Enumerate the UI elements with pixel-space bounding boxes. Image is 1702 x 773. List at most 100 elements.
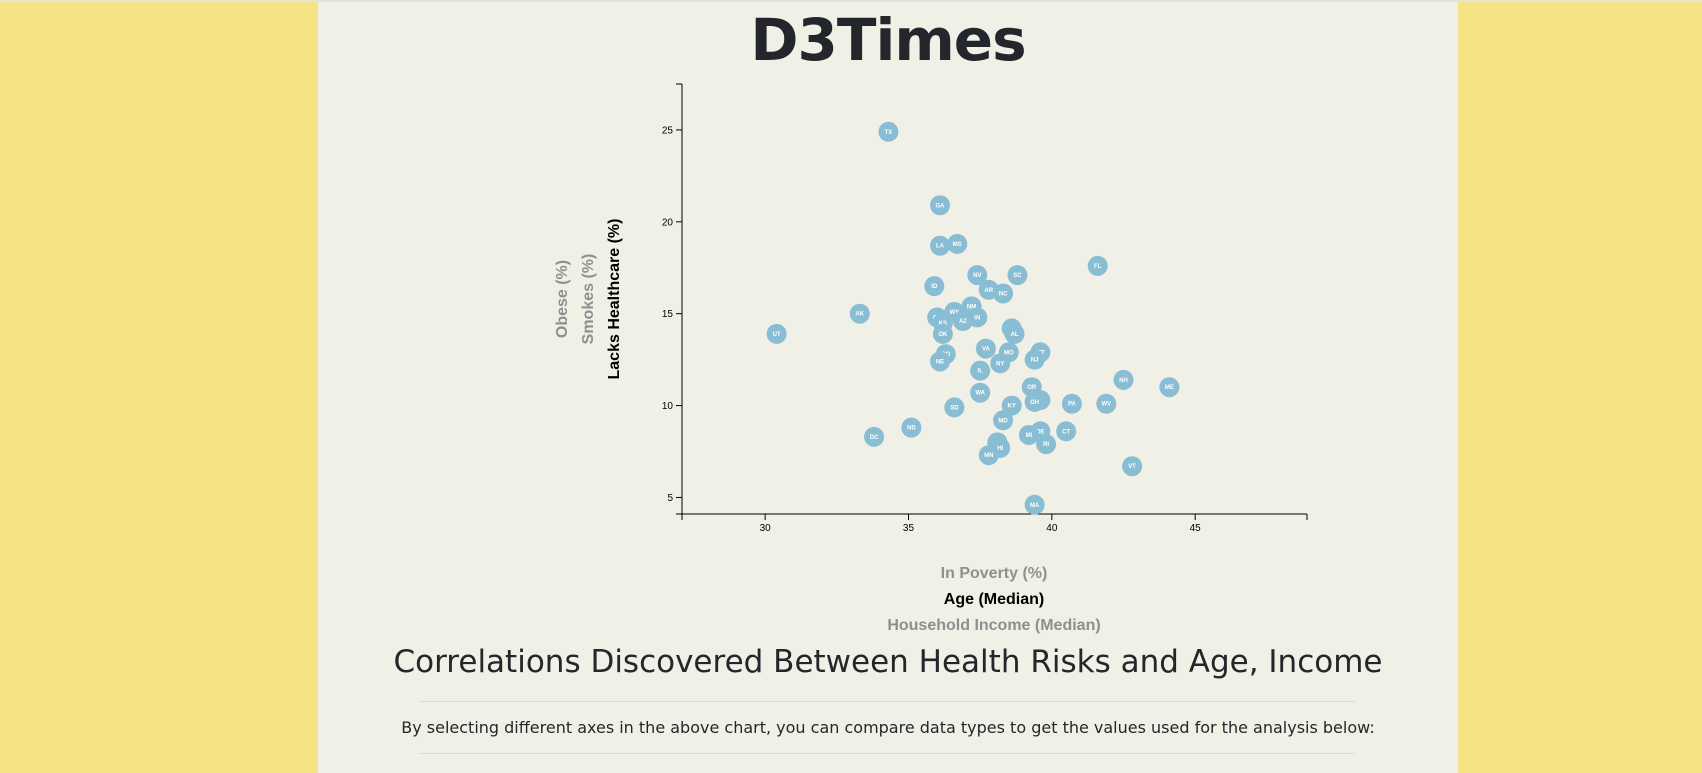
state-circle[interactable]: [1024, 391, 1045, 412]
state-circle[interactable]: [878, 121, 899, 142]
state-circle[interactable]: [1001, 395, 1022, 416]
state-circle[interactable]: [952, 311, 973, 332]
state-marker-dc[interactable]: DC: [864, 426, 885, 447]
state-label: KY: [1008, 404, 1016, 410]
state-circle[interactable]: [930, 195, 951, 216]
y-axis-label-obese[interactable]: Obese (%): [554, 260, 571, 338]
state-marker-ne[interactable]: NE: [930, 351, 951, 372]
state-circle[interactable]: [1087, 255, 1108, 276]
state-marker-ny[interactable]: NY: [990, 353, 1011, 374]
state-circle[interactable]: [1004, 323, 1025, 344]
state-circle[interactable]: [1096, 393, 1117, 414]
state-circle[interactable]: [1159, 377, 1180, 398]
y-axis-label-smokes[interactable]: Smokes (%): [580, 254, 597, 345]
state-label: RI: [1043, 442, 1049, 448]
state-marker-me[interactable]: ME: [1159, 377, 1180, 398]
state-label: LA: [936, 244, 945, 250]
state-label: NH: [1119, 378, 1128, 384]
state-marker-id[interactable]: ID: [924, 276, 945, 297]
scatter-chart: 30 35 40 45 5 10 15 20 25 TX GA LA MS FL NV SC ID AR NC N…: [554, 83, 1308, 634]
x-axis-label-poverty[interactable]: In Poverty (%): [941, 565, 1048, 582]
state-label: ID: [931, 284, 938, 290]
state-marker-sd[interactable]: SD: [944, 397, 965, 418]
state-circle[interactable]: [849, 303, 870, 324]
state-marker-ok[interactable]: OK: [932, 323, 953, 344]
state-marker-ri[interactable]: RI: [1036, 434, 1057, 455]
y-axis-label-healthcare[interactable]: Lacks Healthcare (%): [606, 219, 623, 380]
state-marker-nd[interactable]: ND: [901, 417, 922, 438]
state-label: KS: [939, 321, 947, 327]
state-marker-ct[interactable]: CT: [1056, 421, 1077, 442]
state-circle[interactable]: [947, 233, 968, 254]
state-marker-oh[interactable]: OH: [1024, 391, 1045, 412]
y-axis-labels: Obese (%) Smokes (%) Lacks Healthcare (%…: [554, 219, 623, 380]
state-circle[interactable]: [1007, 265, 1028, 286]
y-tick-label: 5: [667, 493, 673, 504]
state-circle[interactable]: [1024, 494, 1045, 515]
state-marker-nh[interactable]: NH: [1113, 369, 1134, 390]
state-marker-ms[interactable]: MS: [947, 233, 968, 254]
state-marker-mn[interactable]: MN: [978, 445, 999, 466]
state-marker-wv[interactable]: WV: [1096, 393, 1117, 414]
state-circle[interactable]: [864, 426, 885, 447]
analysis-intro: By selecting different axes in the above…: [401, 718, 1375, 737]
state-circle[interactable]: [932, 323, 953, 344]
state-label: NV: [973, 273, 981, 279]
state-circle[interactable]: [901, 417, 922, 438]
state-marker-az[interactable]: AZ: [952, 311, 973, 332]
state-circle[interactable]: [1036, 434, 1057, 455]
state-circle[interactable]: [970, 360, 991, 381]
state-marker-vt[interactable]: VT: [1122, 456, 1143, 477]
state-marker-ma[interactable]: MA: [1024, 494, 1045, 515]
state-marker-ak[interactable]: AK: [849, 303, 870, 324]
state-circle[interactable]: [1122, 456, 1143, 477]
state-label: NY: [996, 361, 1004, 367]
state-marker-wa[interactable]: WA: [970, 382, 991, 403]
state-circle[interactable]: [970, 382, 991, 403]
state-circle[interactable]: [1061, 393, 1082, 414]
state-circle[interactable]: [1018, 424, 1039, 445]
x-axis-label-age[interactable]: Age (Median): [944, 591, 1044, 608]
state-marker-il[interactable]: IL: [970, 360, 991, 381]
state-marker-nj[interactable]: NJ: [1024, 349, 1045, 370]
state-marker-mi[interactable]: MI: [1018, 424, 1039, 445]
state-circle[interactable]: [978, 445, 999, 466]
state-circle[interactable]: [975, 338, 996, 359]
state-marker-la[interactable]: LA: [930, 235, 951, 256]
state-marker-al[interactable]: AL: [1004, 323, 1025, 344]
x-axis-label-income[interactable]: Household Income (Median): [887, 617, 1100, 634]
state-marker-fl[interactable]: FL: [1087, 255, 1108, 276]
state-label: WY: [950, 310, 960, 316]
state-circle[interactable]: [766, 323, 787, 344]
state-circle[interactable]: [930, 235, 951, 256]
state-circle[interactable]: [967, 265, 988, 286]
state-marker-sc[interactable]: SC: [1007, 265, 1028, 286]
state-marker-nv[interactable]: NV: [967, 265, 988, 286]
state-label: WV: [1101, 402, 1111, 408]
state-label: AK: [855, 312, 864, 318]
y-axis: 5 10 15 20 25: [662, 83, 683, 515]
state-label: OR: [1027, 385, 1037, 391]
state-circle[interactable]: [990, 353, 1011, 374]
state-marker-pa[interactable]: PA: [1061, 393, 1082, 414]
state-marker-ky[interactable]: KY: [1001, 395, 1022, 416]
state-label: NE: [936, 359, 944, 365]
state-marker-ga[interactable]: GA: [930, 195, 951, 216]
state-label: MO: [1004, 350, 1014, 356]
state-circle[interactable]: [944, 397, 965, 418]
state-circle[interactable]: [924, 276, 945, 297]
chart-points: TXGALAMSFLNVSCIDARNCNMWYAKCAINAZKSTNALUT…: [766, 121, 1180, 515]
state-marker-ut[interactable]: UT: [766, 323, 787, 344]
state-marker-tx[interactable]: TX: [878, 121, 899, 142]
state-circle[interactable]: [993, 283, 1014, 304]
state-circle[interactable]: [993, 410, 1014, 431]
divider: [419, 753, 1355, 754]
state-circle[interactable]: [1024, 349, 1045, 370]
state-marker-md[interactable]: MD: [993, 410, 1014, 431]
state-circle[interactable]: [1056, 421, 1077, 442]
state-circle[interactable]: [1113, 369, 1134, 390]
state-label: UT: [773, 332, 781, 338]
state-marker-nc[interactable]: NC: [993, 283, 1014, 304]
state-circle[interactable]: [930, 351, 951, 372]
state-marker-va[interactable]: VA: [975, 338, 996, 359]
